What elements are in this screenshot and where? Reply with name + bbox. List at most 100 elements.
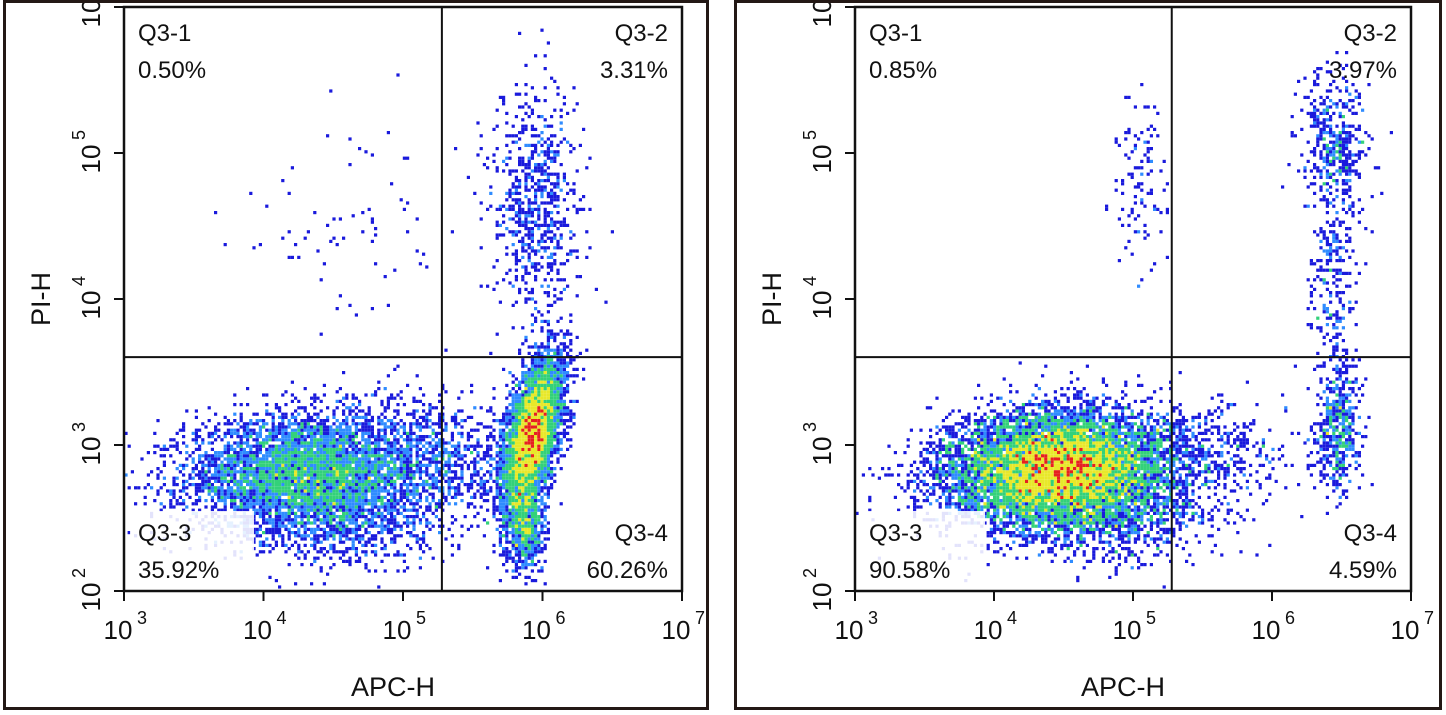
event-dot [463, 483, 467, 487]
event-dot [377, 479, 381, 483]
event-dot [505, 547, 509, 551]
event-dot [294, 463, 298, 467]
event-dot [262, 495, 266, 499]
event-dot [428, 412, 432, 416]
event-dot [511, 396, 515, 400]
event-dot [303, 444, 307, 448]
event-dot [278, 505, 282, 509]
event-dot [489, 463, 493, 467]
event-dot [226, 451, 230, 455]
event-dot [322, 473, 326, 477]
event-dot [514, 521, 518, 525]
event-dot [134, 502, 138, 506]
event-dot [537, 550, 541, 554]
event-dot [511, 559, 515, 563]
event-dot [530, 489, 534, 493]
event-dot [948, 489, 952, 493]
event-dot [194, 492, 198, 496]
event-dot [415, 463, 419, 467]
event-dot [367, 511, 371, 515]
event-dot [527, 495, 531, 499]
event-dot [438, 451, 442, 455]
event-dot [319, 527, 323, 531]
event-dot [316, 438, 320, 442]
event-dot [543, 483, 547, 487]
event-dot [274, 476, 278, 480]
event-dot [306, 431, 310, 435]
event-dot [412, 444, 416, 448]
event-dot [534, 425, 538, 429]
event-dot [284, 527, 288, 531]
event-dot [306, 435, 310, 439]
event-dot [393, 537, 397, 541]
event-dot [380, 495, 384, 499]
event-dot [236, 451, 240, 455]
event-dot [527, 380, 531, 384]
event-dot [524, 102, 528, 106]
event-dot [358, 559, 362, 563]
event-dot [306, 412, 310, 416]
event-dot [406, 476, 410, 480]
event-dot [929, 486, 933, 490]
event-dot [361, 457, 365, 461]
event-dot [242, 489, 246, 493]
event-dot [438, 531, 442, 535]
event-dot [527, 387, 531, 391]
event-dot [537, 403, 541, 407]
event-dot [425, 518, 429, 522]
event-dot [406, 156, 410, 160]
event-dot [524, 435, 528, 439]
event-dot [450, 419, 454, 423]
event-dot [553, 396, 557, 400]
event-dot [268, 515, 272, 519]
event-dot [390, 531, 394, 535]
event-dot [534, 470, 538, 474]
event-dot [207, 463, 211, 467]
event-dot [358, 451, 362, 455]
event-dot [278, 451, 282, 455]
event-dot [300, 457, 304, 461]
event-dot [546, 361, 550, 365]
event-dot [406, 483, 410, 487]
event-dot [281, 543, 285, 547]
event-dot [214, 412, 218, 416]
event-dot [569, 361, 573, 365]
event-dot [1009, 492, 1013, 496]
event-dot [527, 483, 531, 487]
event-dot [383, 457, 387, 461]
event-dot [332, 217, 336, 221]
event-dot [406, 441, 410, 445]
event-dot [1073, 495, 1077, 499]
event-dot [374, 476, 378, 480]
event-dot [482, 479, 486, 483]
event-dot [543, 364, 547, 368]
event-dot [428, 444, 432, 448]
event-dot [422, 252, 426, 256]
event-dot [274, 463, 278, 467]
event-dot [511, 451, 515, 455]
event-dot [345, 550, 349, 554]
event-dot [351, 470, 355, 474]
event-dot [534, 534, 538, 538]
event-dot [572, 374, 576, 378]
event-dot [505, 383, 509, 387]
event-dot [530, 214, 534, 218]
y-tick-label-group: 104 [69, 276, 106, 319]
event-dot [390, 492, 394, 496]
event-dot [319, 489, 323, 493]
event-dot [198, 470, 202, 474]
event-dot [450, 521, 454, 525]
event-dot [258, 463, 262, 467]
event-dot [1015, 483, 1019, 487]
event-dot [566, 374, 570, 378]
event-dot [198, 476, 202, 480]
event-dot [358, 422, 362, 426]
event-dot [1085, 467, 1089, 471]
event-dot [303, 236, 307, 240]
event-dot [319, 495, 323, 499]
event-dot [543, 479, 547, 483]
event-dot [374, 463, 378, 467]
event-dot [508, 489, 512, 493]
event-dot [550, 358, 554, 362]
event-dot [428, 425, 432, 429]
